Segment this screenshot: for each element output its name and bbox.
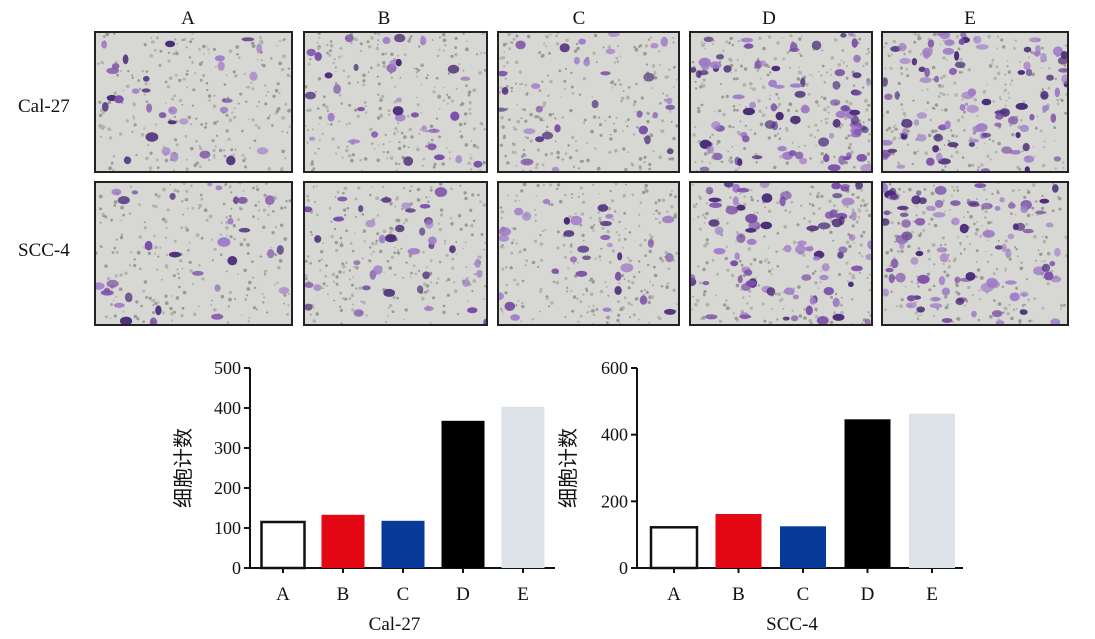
y-tick-label: 100 <box>214 518 241 538</box>
micrograph-texture <box>499 183 678 324</box>
x-tick-label: E <box>926 584 938 605</box>
bar-c <box>780 526 826 568</box>
bar-charts: 0 100 200 300 400 500 A B C D E Cal-27 细胞计数 0 200 400 60… <box>172 358 963 635</box>
micrograph-texture <box>96 33 291 171</box>
y-tick-label: 400 <box>601 425 628 445</box>
y-tick-label: 200 <box>214 478 241 498</box>
bar-d <box>441 420 485 568</box>
micrograph-cal27-b <box>303 31 488 173</box>
micrograph-texture <box>883 33 1067 171</box>
micrograph-scc4-c <box>497 181 680 326</box>
y-tick-label: 400 <box>214 398 241 418</box>
y-axis-label: 细胞计数 <box>172 428 195 508</box>
x-axis-label: SCC-4 <box>766 614 818 635</box>
x-tick-label: C <box>797 584 810 605</box>
y-tick-label: 0 <box>232 558 241 578</box>
column-label-d: D <box>762 8 776 29</box>
x-tick-label: B <box>732 584 745 605</box>
column-label-c: C <box>572 8 586 29</box>
micrograph-texture <box>96 183 291 324</box>
bar-b <box>321 514 365 568</box>
micrograph-cal27-c <box>497 31 680 173</box>
column-label-e: E <box>964 8 976 29</box>
micrograph-texture <box>499 33 678 171</box>
x-tick-label: D <box>861 584 875 605</box>
x-tick-label: B <box>337 584 350 605</box>
bar-c <box>381 520 425 568</box>
y-tick-label: 300 <box>214 438 241 458</box>
column-label-b: B <box>377 8 391 29</box>
y-tick-label: 200 <box>601 491 628 511</box>
micrograph-texture <box>691 33 871 171</box>
x-tick-label: A <box>276 584 290 605</box>
x-tick-label: E <box>517 584 529 605</box>
bar-d <box>844 419 891 568</box>
y-tick-label: 500 <box>214 358 241 378</box>
y-tick-label: 600 <box>601 358 628 378</box>
y-axis-label: 细胞计数 <box>557 428 580 508</box>
x-tick-label: C <box>397 584 410 605</box>
y-tick-label: 0 <box>619 558 628 578</box>
micrograph-texture <box>883 183 1067 324</box>
bar-a <box>260 520 306 570</box>
x-tick-label: D <box>456 584 470 605</box>
column-label-a: A <box>181 8 195 29</box>
micrograph-texture <box>691 183 871 324</box>
bar-a <box>649 526 699 570</box>
micrograph-texture <box>305 183 486 324</box>
row-label-cal27: Cal-27 <box>18 96 70 117</box>
bar-e <box>909 413 955 568</box>
micrograph-scc4-d <box>689 181 873 326</box>
micrograph-scc4-a <box>94 181 293 326</box>
bar-e <box>501 406 545 568</box>
micrograph-scc4-e <box>881 181 1069 326</box>
bar-b <box>715 514 762 568</box>
x-axis-label: Cal-27 <box>369 614 421 635</box>
x-tick-label: A <box>667 584 681 605</box>
micrograph-cal27-e <box>881 31 1069 173</box>
micrograph-scc4-b <box>303 181 488 326</box>
row-label-scc4: SCC-4 <box>18 240 70 261</box>
micrograph-texture <box>305 33 486 171</box>
micrograph-cal27-a <box>94 31 293 173</box>
micrograph-cal27-d <box>689 31 873 173</box>
